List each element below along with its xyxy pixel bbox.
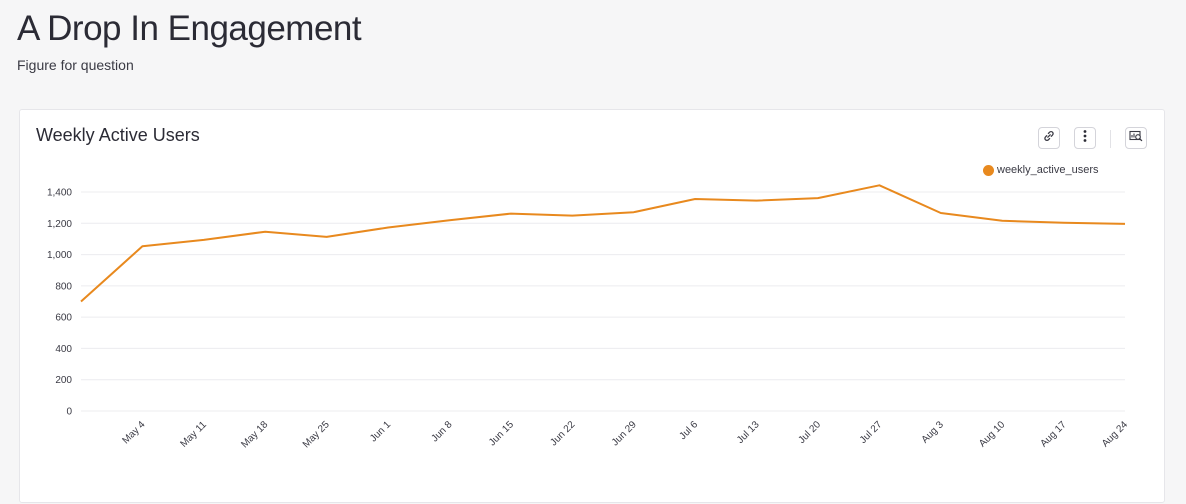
- legend-swatch: [983, 164, 994, 176]
- data-point[interactable]: [815, 195, 821, 201]
- x-tick-label: May 4: [120, 419, 147, 446]
- x-axis-ticks: May 4 May 11 May 18 May 25 Jun 1 Jun 8 Jun 15 J…: [120, 419, 1130, 450]
- data-point[interactable]: [1061, 220, 1067, 226]
- data-point[interactable]: [446, 217, 452, 223]
- x-tick-label: May 11: [178, 419, 209, 450]
- legend-label: weekly_active_users: [997, 164, 1099, 176]
- chart-title[interactable]: Weekly Active Users: [36, 125, 200, 145]
- y-tick-label: 1,400: [47, 188, 72, 199]
- link-icon: [1042, 129, 1056, 148]
- x-tick-label: Aug 17: [1039, 419, 1069, 449]
- x-tick-label: Aug 10: [977, 419, 1007, 449]
- x-tick-label: Aug 24: [1100, 419, 1130, 449]
- data-point[interactable]: [508, 211, 514, 217]
- data-point[interactable]: [876, 182, 882, 188]
- data-point[interactable]: [1122, 221, 1128, 227]
- x-tick-label: Jul 20: [796, 419, 823, 446]
- data-point[interactable]: [631, 209, 637, 215]
- explore-chart-button[interactable]: [1125, 127, 1147, 149]
- data-point[interactable]: [569, 213, 575, 219]
- vertical-ellipsis-icon: [1082, 129, 1088, 148]
- x-tick-label: Aug 3: [920, 419, 947, 446]
- y-axis-ticks: 0 200 400 600 800 1,000 1,200 1,400: [47, 188, 72, 418]
- x-tick-label: May 25: [301, 419, 332, 450]
- data-point[interactable]: [139, 243, 145, 249]
- y-tick-label: 800: [55, 281, 72, 292]
- page-subtitle: Figure for question: [17, 57, 134, 73]
- more-options-button[interactable]: [1074, 127, 1096, 149]
- link-button[interactable]: [1038, 127, 1060, 149]
- data-point[interactable]: [78, 299, 84, 305]
- y-tick-label: 0: [66, 407, 72, 418]
- data-point[interactable]: [754, 198, 760, 204]
- line-chart: 0 200 400 600 800 1,000 1,200 1,400 May 4 May 11…: [47, 182, 1130, 450]
- y-tick-label: 1,000: [47, 250, 72, 261]
- series-lines: [78, 182, 1128, 305]
- x-tick-label: Jul 27: [858, 419, 885, 446]
- data-point[interactable]: [385, 225, 391, 231]
- x-tick-label: Jun 29: [610, 419, 639, 448]
- y-tick-label: 600: [55, 313, 72, 324]
- y-tick-label: 200: [55, 375, 72, 386]
- x-tick-label: Jun 15: [487, 419, 516, 448]
- x-tick-label: Jun 1: [368, 419, 393, 444]
- data-point[interactable]: [262, 229, 268, 235]
- data-point[interactable]: [324, 234, 330, 240]
- x-tick-label: Jun 22: [548, 419, 577, 448]
- x-tick-label: May 18: [239, 419, 270, 450]
- page-title: A Drop In Engagement: [17, 9, 362, 48]
- chart-card: Weekly Active Users: [19, 109, 1165, 503]
- series-line-weekly_active_users[interactable]: [80, 184, 1126, 303]
- y-tick-label: 400: [55, 344, 72, 355]
- data-point[interactable]: [938, 210, 944, 216]
- data-point[interactable]: [999, 218, 1005, 224]
- x-tick-label: Jul 13: [735, 419, 762, 446]
- data-point[interactable]: [201, 237, 207, 243]
- x-tick-label: Jul 6: [678, 419, 701, 442]
- y-tick-label: 1,200: [47, 219, 72, 230]
- toolbar-divider: [1110, 130, 1111, 148]
- chart-legend[interactable]: weekly_active_users: [983, 164, 1099, 176]
- grid-lines: [81, 191, 1125, 412]
- data-point[interactable]: [692, 196, 698, 202]
- x-tick-label: Jun 8: [430, 419, 455, 444]
- chart-search-icon: [1129, 129, 1143, 148]
